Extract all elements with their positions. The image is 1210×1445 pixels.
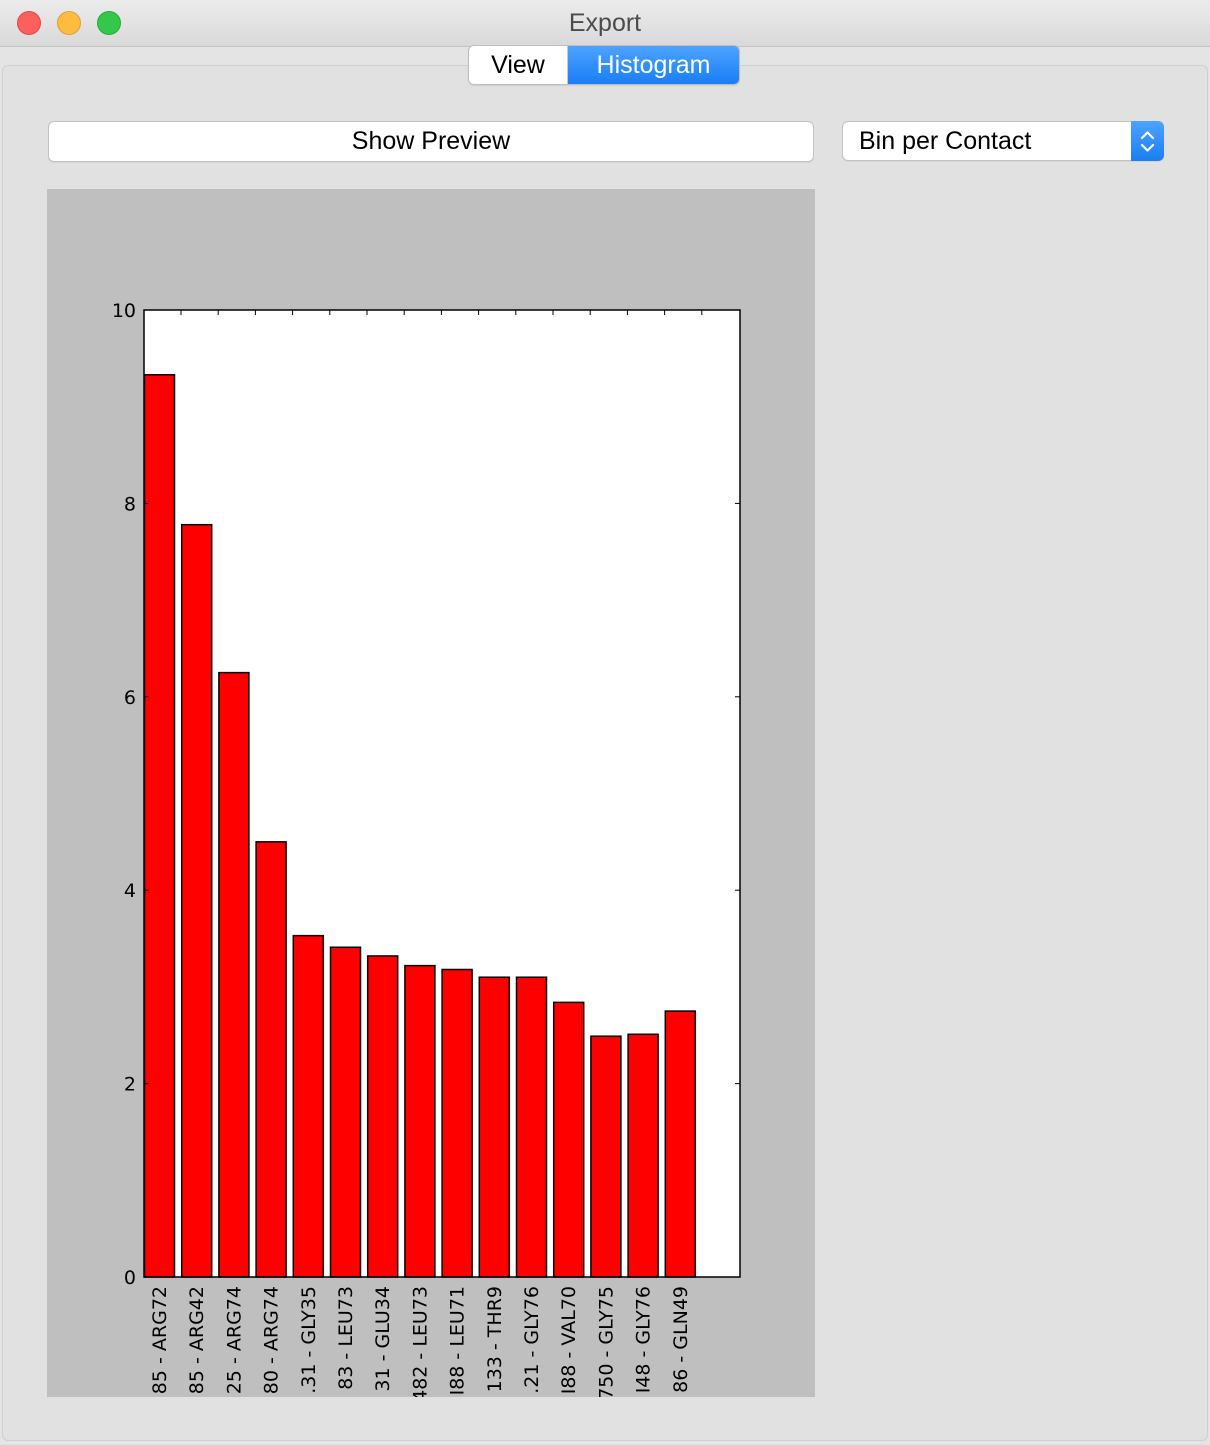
tab-histogram[interactable]: Histogram [568,46,739,84]
histogram-bar [218,671,250,1278]
tab-bar: View Histogram [468,45,740,85]
zoom-window-button[interactable] [97,11,121,35]
histogram-plot: 0 2 4 6 8 10 85 - ARG72 85 - ARG42 25 - ARG74 80 … [47,189,815,1397]
histogram-bar [292,934,325,1278]
histogram-chart: 0 2 4 6 8 10 85 - ARG72 85 - ARG42 25 - ARG74 80 … [112,300,741,1397]
x-tick-label: I48 - GLY76 [633,1286,655,1393]
histogram-bar [143,374,176,1278]
y-tick-label: 6 [124,687,136,709]
y-tick-label: 8 [124,493,136,515]
y-tick-label: 4 [124,880,136,902]
y-tick-label: 2 [124,1074,136,1096]
x-tick-label: 133 - THR9 [484,1286,506,1392]
y-tick-label: 0 [124,1267,136,1289]
histogram-bar [590,1035,622,1278]
axes-frame [143,309,741,1278]
histogram-bar [515,976,548,1278]
histogram-bar [664,1010,697,1278]
close-window-button[interactable] [17,11,41,35]
tab-view[interactable]: View [469,46,568,84]
x-tick-label: 85 - ARG42 [186,1286,208,1394]
x-tick-label: .21 - GLY76 [521,1286,543,1394]
histogram-bar [552,1001,585,1278]
histogram-bar [329,946,362,1278]
x-tick-label: 86 - GLN49 [670,1286,692,1393]
x-tick-label: I88 - VAL70 [558,1286,580,1394]
x-tick-label: 83 - LEU73 [335,1286,357,1390]
x-tick-label: 25 - ARG74 [223,1286,245,1394]
x-tick-label: .31 - GLY35 [298,1286,320,1394]
window-title: Export [568,9,642,37]
x-tick-label: 85 - ARG72 [149,1286,171,1394]
x-tick-label: 750 - GLY75 [595,1286,617,1397]
show-preview-button[interactable]: Show Preview [48,121,814,162]
x-tick-label: 31 - GLU34 [372,1286,394,1392]
histogram-bar [627,1033,659,1278]
bin-mode-select[interactable]: Bin per Contact [842,121,1164,161]
histogram-bar [366,955,399,1278]
bin-mode-select-value: Bin per Contact [859,127,1032,155]
title-bar: Export [0,0,1210,47]
x-tick-label: 482 - LEU73 [409,1286,431,1397]
histogram-bar [180,523,213,1278]
x-tick-label: 80 - ARG74 [261,1286,283,1394]
y-tick-label: 10 [112,300,136,322]
histogram-bar [478,976,511,1278]
histogram-bar [404,964,436,1278]
x-tick-label: I88 - LEU71 [447,1286,469,1395]
histogram-bar [255,841,287,1278]
chevron-up-down-icon[interactable] [1131,121,1164,161]
minimize-window-button[interactable] [57,11,81,35]
histogram-bar [441,968,473,1278]
